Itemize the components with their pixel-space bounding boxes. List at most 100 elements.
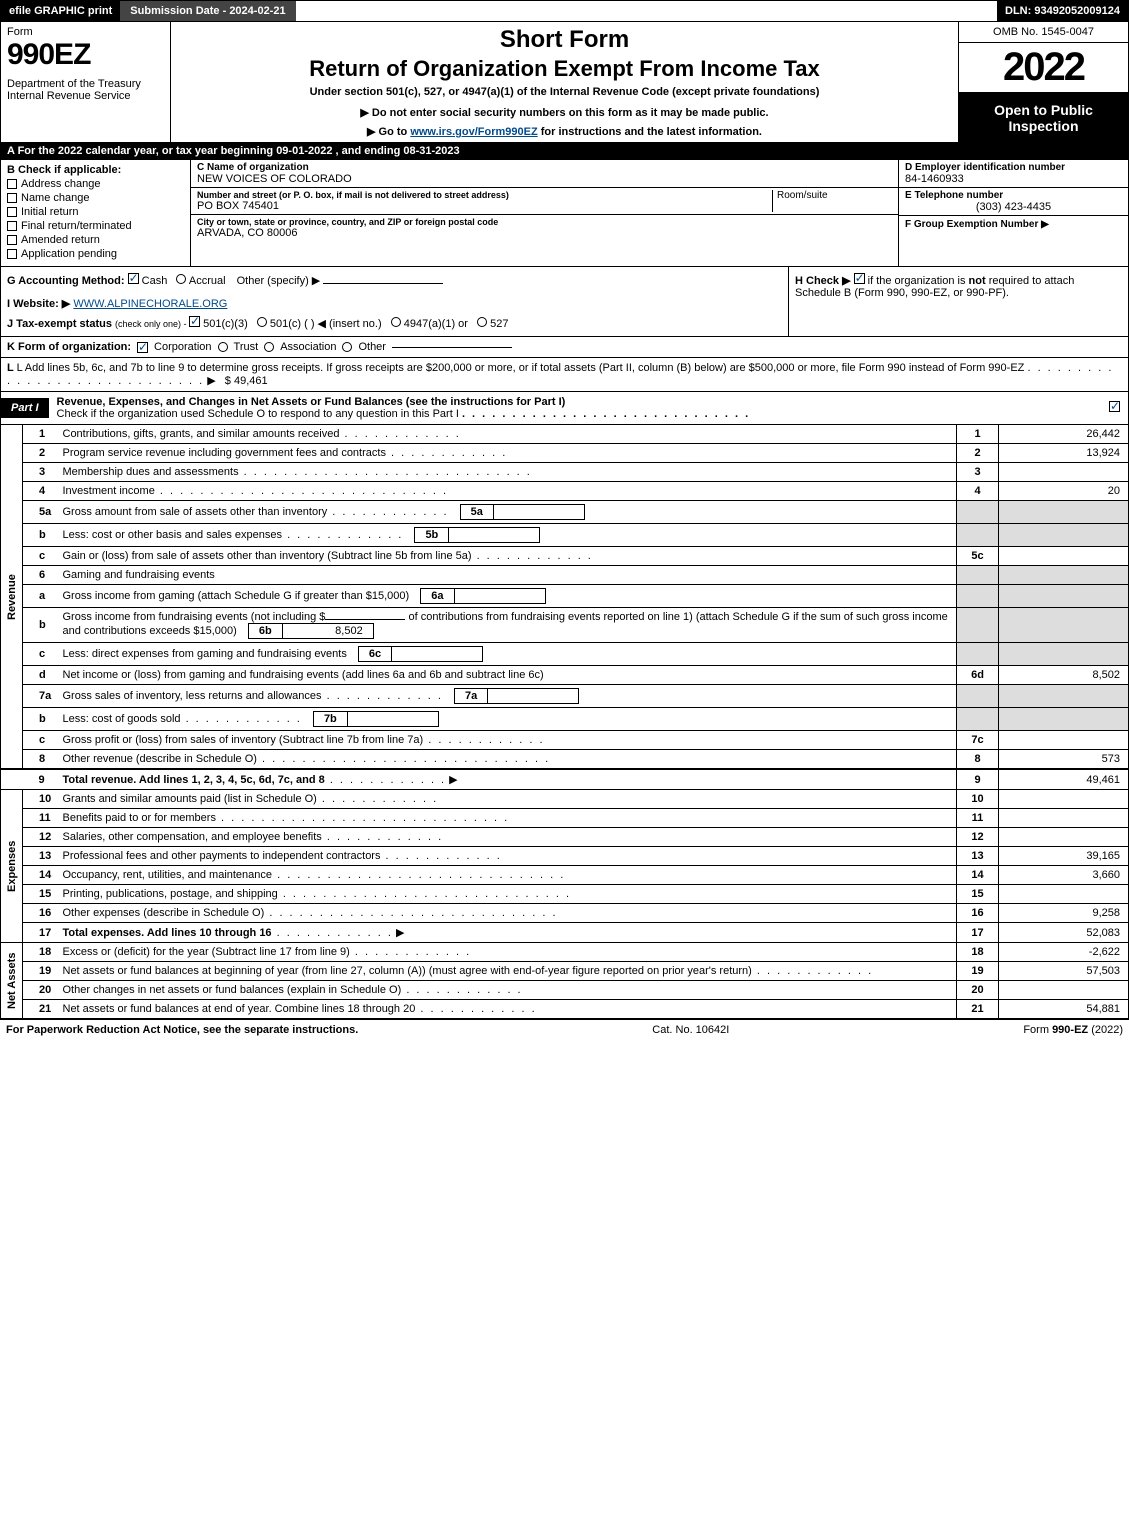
- ln-amt: 3,660: [999, 866, 1129, 885]
- goto-pre: ▶ Go to: [367, 126, 410, 138]
- chk-name-change[interactable]: Name change: [7, 192, 184, 204]
- ln-desc: Printing, publications, postage, and shi…: [59, 885, 957, 904]
- ln-amt-grey: [999, 685, 1129, 708]
- chk-final-return[interactable]: Final return/terminated: [7, 220, 184, 232]
- chk-501c3[interactable]: [189, 316, 200, 327]
- goto-line: ▶ Go to www.irs.gov/Form990EZ for instru…: [179, 125, 950, 138]
- ln-desc: Gross amount from sale of assets other t…: [59, 501, 957, 524]
- contrib-fill[interactable]: [325, 619, 405, 620]
- ln-box: 2: [957, 444, 999, 463]
- checkbox-icon[interactable]: [7, 179, 17, 189]
- inner-box-5b: 5b: [414, 527, 540, 543]
- k-other-fill[interactable]: [392, 347, 512, 348]
- chk-initial-return[interactable]: Initial return: [7, 206, 184, 218]
- checkbox-icon[interactable]: [7, 193, 17, 203]
- checkbox-icon[interactable]: [7, 221, 17, 231]
- checkbox-icon[interactable]: [7, 235, 17, 245]
- top-bar: efile GRAPHIC print Submission Date - 20…: [0, 0, 1129, 22]
- org-name: NEW VOICES OF COLORADO: [197, 173, 892, 185]
- ln-amt: 20: [999, 482, 1129, 501]
- gh-row: G Accounting Method: Cash Accrual Other …: [0, 267, 1129, 337]
- ln-amt: [999, 981, 1129, 1000]
- short-form-title: Short Form: [179, 26, 950, 54]
- ln-box: 21: [957, 1000, 999, 1019]
- ln-box: 20: [957, 981, 999, 1000]
- inner-box-7a: 7a: [454, 688, 579, 704]
- ln-desc: Total expenses. Add lines 10 through 16: [59, 923, 957, 943]
- ssn-warning: ▶ Do not enter social security numbers o…: [179, 106, 950, 119]
- part1-checkbox[interactable]: [1101, 397, 1128, 419]
- part1-table: Revenue 1 Contributions, gifts, grants, …: [0, 425, 1129, 1019]
- efile-label[interactable]: efile GRAPHIC print: [1, 1, 120, 21]
- ln-box-grey: [957, 566, 999, 585]
- chk-application-pending[interactable]: Application pending: [7, 248, 184, 260]
- ln-amt-grey: [999, 585, 1129, 608]
- ln-box: 1: [957, 425, 999, 444]
- open-public: Open to Public Inspection: [959, 93, 1128, 142]
- header-right: OMB No. 1545-0047 2022 Open to Public In…: [958, 22, 1128, 142]
- radio-other[interactable]: [342, 342, 352, 352]
- part1-title-text: Revenue, Expenses, and Changes in Net As…: [57, 396, 566, 408]
- ln-desc: Less: direct expenses from gaming and fu…: [59, 643, 957, 666]
- ln-box-grey: [957, 708, 999, 731]
- radio-association[interactable]: [264, 342, 274, 352]
- radio-trust[interactable]: [218, 342, 228, 352]
- radio-accrual[interactable]: [176, 274, 186, 284]
- footer: For Paperwork Reduction Act Notice, see …: [0, 1019, 1129, 1040]
- ln-box-grey: [957, 608, 999, 643]
- ln-amt: -2,622: [999, 943, 1129, 962]
- chk-cash[interactable]: [128, 273, 139, 284]
- ln-box: 12: [957, 828, 999, 847]
- row-h: H Check ▶ if the organization is not req…: [788, 267, 1128, 336]
- g-other-fill[interactable]: [323, 283, 443, 284]
- ln-box-grey: [957, 524, 999, 547]
- form-number: 990EZ: [7, 38, 164, 72]
- ln-desc: Program service revenue including govern…: [59, 444, 957, 463]
- checkbox-icon[interactable]: [7, 249, 17, 259]
- website-link[interactable]: WWW.ALPINECHORALE.ORG: [73, 298, 227, 310]
- ln-box-grey: [957, 685, 999, 708]
- inner-box-6a: 6a: [420, 588, 545, 604]
- ln-no: 1: [23, 425, 59, 444]
- chk-corporation[interactable]: [137, 342, 148, 353]
- j-501c3: 501(c)(3): [203, 318, 248, 330]
- ln-desc: Benefits paid to or for members: [59, 809, 957, 828]
- ln-no: c: [23, 547, 59, 566]
- phone-label: E Telephone number: [905, 190, 1122, 201]
- j-4947: 4947(a)(1) or: [404, 318, 468, 330]
- j-sub: (check only one) -: [115, 319, 189, 329]
- chk-schedule-b[interactable]: [854, 273, 865, 284]
- l-text: L Add lines 5b, 6c, and 7b to line 9 to …: [17, 362, 1025, 374]
- radio-527[interactable]: [477, 317, 487, 327]
- return-title: Return of Organization Exempt From Incom…: [179, 56, 950, 82]
- ln-no: b: [23, 524, 59, 547]
- j-label: J Tax-exempt status: [7, 318, 112, 330]
- ln-amt: [999, 790, 1129, 809]
- ln-box: 17: [957, 923, 999, 943]
- chk-amended-return[interactable]: Amended return: [7, 234, 184, 246]
- radio-4947[interactable]: [391, 317, 401, 327]
- checkbox-icon[interactable]: [1109, 401, 1120, 412]
- ln-desc: Net income or (loss) from gaming and fun…: [59, 666, 957, 685]
- ln-desc: Gross sales of inventory, less returns a…: [59, 685, 957, 708]
- ln-box-grey: [957, 643, 999, 666]
- ln-desc: Net assets or fund balances at beginning…: [59, 962, 957, 981]
- ln-desc: Excess or (deficit) for the year (Subtra…: [59, 943, 957, 962]
- goto-post: for instructions and the latest informat…: [541, 126, 762, 138]
- ln-desc: Other revenue (describe in Schedule O): [59, 750, 957, 770]
- inner-box-6b: 6b8,502: [248, 623, 374, 639]
- ln-box: 18: [957, 943, 999, 962]
- radio-501c[interactable]: [257, 317, 267, 327]
- h-pre: H Check ▶: [795, 275, 854, 287]
- chk-address-change[interactable]: Address change: [7, 178, 184, 190]
- checkbox-icon[interactable]: [7, 207, 17, 217]
- part1-header: Part I Revenue, Expenses, and Changes in…: [0, 392, 1129, 425]
- ln-box: 15: [957, 885, 999, 904]
- ln-amt: 9,258: [999, 904, 1129, 923]
- ln-amt-grey: [999, 643, 1129, 666]
- irs-link[interactable]: www.irs.gov/Form990EZ: [410, 126, 537, 138]
- ln-amt: [999, 885, 1129, 904]
- blank: [1, 769, 23, 790]
- ln-amt: 49,461: [999, 769, 1129, 790]
- ln-desc: Professional fees and other payments to …: [59, 847, 957, 866]
